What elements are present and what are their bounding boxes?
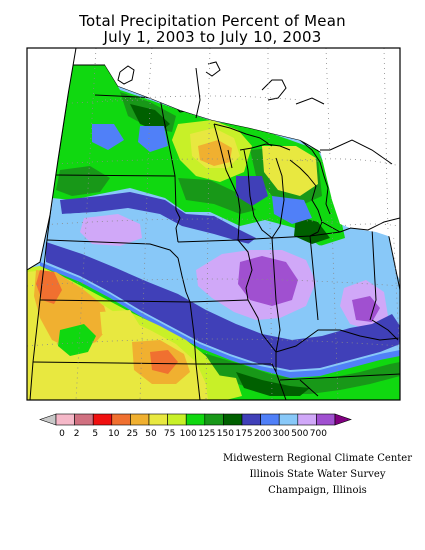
legend-label: 50 [145,429,157,439]
outside-domain-west [27,48,76,270]
legend-label: 10 [108,429,120,439]
domain-west-edge [27,48,77,271]
legend-swatch [92,413,113,426]
legend-label: 500 [291,429,308,439]
legend-label: 2 [74,429,80,439]
dark-green-band-central [178,178,256,214]
legend-arrow-high [334,413,352,426]
legend-label: 75 [164,429,175,439]
north-blue-pocket-1 [92,124,124,150]
credit-line-3: Champaign, Illinois [268,485,367,496]
canada-boundaries [117,61,400,231]
legend-swatch [297,413,317,426]
legend-arrow-low [39,413,57,426]
legend-swatch [278,413,299,426]
legend-swatch [260,413,280,426]
south-central-yellow [210,374,242,400]
credit-line-1: Midwestern Regional Climate Center [223,453,412,464]
outside-domain-northeast [105,48,400,240]
southwest-yellow-patch-2 [100,310,140,340]
legend-label: 100 [180,429,197,439]
legend-swatch [55,413,75,426]
legend-label: 0 [59,429,65,439]
north-blue-pocket-2 [138,126,168,152]
southwest-green-patch [58,324,96,356]
north-blue-pocket-4 [272,196,312,224]
dark-green-band-west [56,166,110,196]
legend-swatch [130,413,150,426]
legend-swatch [204,413,224,426]
legend-label: 25 [127,429,138,439]
west-lavender [80,214,142,246]
central-purple [238,256,298,306]
southwest-red-orange-2 [150,350,178,374]
darkest-green-core-2 [294,216,330,244]
legend-label: 300 [273,429,290,439]
graticule-outside [104,48,400,233]
legend-swatch [223,413,243,426]
north-dark-blue-band [60,192,256,244]
legend-label: 125 [198,429,215,439]
legend-swatch [111,413,131,426]
south-dark-blue-band [46,242,400,370]
legend-label: 150 [217,429,234,439]
legend-swatch [316,413,336,426]
south-darkest-green [236,372,310,396]
map-frame [26,47,401,401]
legend-label: 700 [310,429,327,439]
credit-line-2: Illinois State Water Survey [249,469,386,480]
map-title: Total Precipitation Percent of Mean [79,12,346,30]
legend-swatch [74,413,94,426]
legend-colorbar [39,413,352,426]
legend-label: 200 [254,429,271,439]
map-subtitle: July 1, 2003 to July 10, 2003 [103,28,322,46]
legend-swatch [148,413,168,426]
legend-swatch [241,413,261,426]
east-purple [352,296,380,322]
legend-label: 5 [92,429,98,439]
north-blue-pocket-3 [236,176,268,206]
legend-swatch [185,413,206,426]
map-panel [26,47,401,401]
graticule [27,48,400,400]
legend-swatch [167,413,187,426]
legend-label: 175 [235,429,252,439]
legend-labels: 0 2 5 10 25 50 75 100 125 150 175 200 300 500 700 [59,429,327,439]
